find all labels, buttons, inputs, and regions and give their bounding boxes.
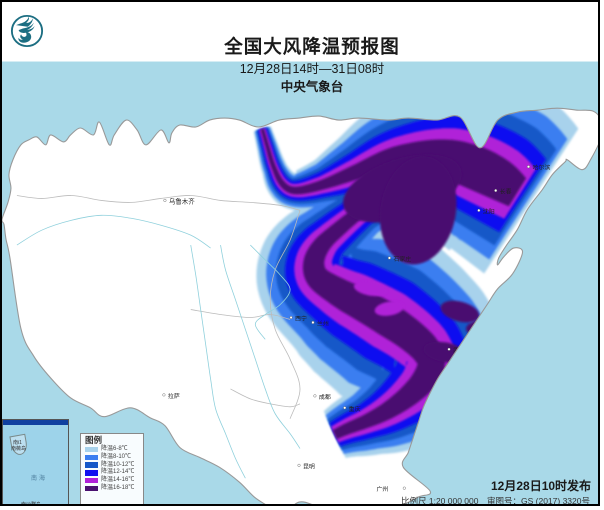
- svg-text:广州: 广州: [377, 485, 389, 493]
- svg-text:西宁: 西宁: [295, 314, 307, 322]
- svg-text:沈阳: 沈阳: [483, 207, 495, 215]
- svg-text:成都: 成都: [319, 393, 331, 401]
- svg-text:石家庄: 石家庄: [393, 255, 411, 263]
- svg-text:兰州: 兰州: [317, 319, 329, 327]
- svg-text:拉萨: 拉萨: [168, 392, 180, 400]
- svg-text:昆明: 昆明: [303, 463, 315, 470]
- svg-text:长春: 长春: [500, 187, 512, 195]
- svg-text:哈尔滨: 哈尔滨: [532, 164, 550, 172]
- svg-text:重庆: 重庆: [349, 405, 361, 413]
- svg-text:乌鲁木齐: 乌鲁木齐: [169, 196, 195, 205]
